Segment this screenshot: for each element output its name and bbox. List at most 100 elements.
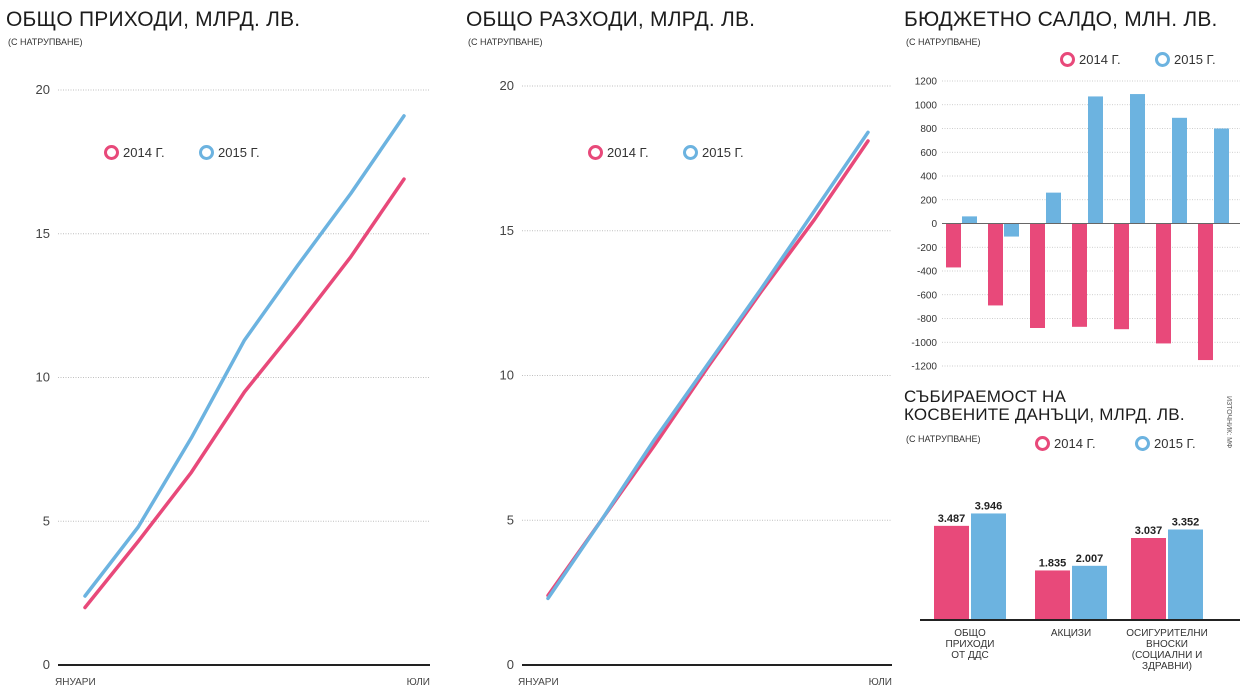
legend-marker-2015-icon	[1155, 52, 1170, 67]
bar-2014	[1035, 570, 1070, 620]
legend-label: 2014 Г.	[607, 145, 649, 160]
legend-marker-2014-icon	[104, 145, 119, 160]
taxes-legend-2015: 2015 Г.	[1135, 436, 1196, 451]
revenue-legend-2015: 2015 Г.	[199, 145, 260, 160]
data-label: 3.487	[938, 513, 966, 525]
y-tick-label: 200	[920, 195, 937, 206]
bar-2015	[962, 216, 977, 224]
budget-balance-bar-chart: 1200 1000 800 600 400 200 0 -200 -400 -600 -800 -10…	[911, 77, 1240, 373]
category-label: (СОЦИАЛНИ И	[1132, 650, 1203, 661]
y-tick-label: 1000	[915, 100, 938, 111]
y-tick-label: 400	[920, 172, 937, 183]
bar-2014	[946, 223, 961, 268]
legend-label: 2015 Г.	[1174, 52, 1216, 67]
y-tick-label: 800	[920, 124, 937, 135]
bar-2014	[1072, 223, 1087, 327]
data-label: 3.037	[1135, 525, 1163, 537]
legend-marker-2014-icon	[588, 145, 603, 160]
expenditure-chart-subtitle: (С НАТРУПВАНЕ)	[468, 37, 543, 47]
y-tick-label: 5	[43, 513, 50, 528]
bar-2015	[1214, 128, 1229, 224]
bar-2015	[1004, 223, 1019, 237]
legend-marker-2015-icon	[199, 145, 214, 160]
legend-label: 2015 Г.	[1154, 436, 1196, 451]
bar-2014	[1030, 223, 1045, 328]
y-tick-label: 15	[500, 223, 514, 238]
expenditure-legend-2014: 2014 Г.	[588, 145, 649, 160]
budget-balance-subtitle: (С НАТРУПВАНЕ)	[906, 37, 981, 47]
legend-label: 2015 Г.	[218, 145, 260, 160]
y-tick-label: -1200	[911, 362, 937, 373]
indirect-taxes-bar-chart: 3.487 1.835 3.037 3.946 2.007 3.352 ОБЩОПРИХОД…	[920, 500, 1240, 672]
bar-2015	[1046, 192, 1061, 224]
bar-2014	[988, 223, 1003, 306]
bar-2014	[1131, 538, 1166, 620]
y-tick-label: -600	[917, 290, 937, 301]
bar-2014	[934, 525, 969, 620]
y-tick-label: 0	[507, 657, 514, 672]
revenue-legend-2014: 2014 Г.	[104, 145, 165, 160]
legend-label: 2014 Г.	[1054, 436, 1096, 451]
revenue-line-chart: 0 5 10 15 20 ЯНУАРИ ЮЛИ	[36, 82, 430, 688]
bar-2015	[1130, 94, 1145, 224]
category-label: ВНОСКИ	[1146, 639, 1188, 650]
expenditure-chart-title: ОБЩО РАЗХОДИ, МЛРД. ЛВ.	[466, 8, 756, 31]
y-tick-label: -200	[917, 243, 937, 254]
taxes-legend-2014: 2014 Г.	[1035, 436, 1096, 451]
category-label: ОСИГУРИТЕЛНИ	[1126, 628, 1208, 639]
y-tick-label: 20	[36, 82, 50, 97]
x-tick-label: ЯНУАРИ	[518, 677, 559, 688]
y-tick-label: 1200	[915, 77, 938, 88]
bar-2014	[1114, 223, 1129, 330]
y-tick-label: 5	[507, 512, 514, 527]
x-tick-label: ЮЛИ	[407, 677, 430, 688]
y-tick-label: 10	[36, 370, 50, 385]
indirect-taxes-title-line-1: СЪБИРАЕМОСТ НА	[904, 387, 1067, 406]
legend-marker-2014-icon	[1060, 52, 1075, 67]
bar-2015	[1168, 529, 1203, 620]
category-label: ОТ ДДС	[951, 650, 988, 661]
legend-marker-2015-icon	[1135, 436, 1150, 451]
series-line-2015	[83, 114, 406, 598]
x-tick-label: ЯНУАРИ	[55, 677, 96, 688]
data-label: 2.007	[1076, 553, 1104, 565]
y-tick-label: -400	[917, 267, 937, 278]
expenditure-line-chart: 0 5 10 15 20 ЯНУАРИ ЮЛИ	[500, 78, 892, 688]
y-tick-label: 15	[36, 226, 50, 241]
data-label: 1.835	[1039, 557, 1067, 569]
indirect-taxes-title-line-2: КОСВЕНИТЕ ДАНЪЦИ, МЛРД. ЛВ.	[904, 405, 1185, 424]
balance-legend-2014: 2014 Г.	[1060, 52, 1121, 67]
revenue-chart-subtitle: (С НАТРУПВАНЕ)	[8, 37, 83, 47]
legend-marker-2014-icon	[1035, 436, 1050, 451]
y-tick-label: 20	[500, 78, 514, 93]
series-line-2015	[546, 130, 870, 601]
bar-2014	[1156, 223, 1171, 344]
category-label: ОБЩО	[954, 628, 986, 639]
bar-2014	[1198, 223, 1213, 361]
data-label: 3.946	[975, 500, 1003, 512]
source-note: ИЗТОЧНИК: МФ	[1225, 396, 1232, 449]
category-label: АКЦИЗИ	[1051, 628, 1091, 639]
revenue-chart-title: ОБЩО ПРИХОДИ, МЛРД. ЛВ.	[6, 8, 301, 31]
legend-marker-2015-icon	[683, 145, 698, 160]
bar-2015	[1088, 96, 1103, 224]
y-tick-label: 0	[43, 657, 50, 672]
y-tick-label: 0	[931, 219, 937, 230]
legend-label: 2014 Г.	[1079, 52, 1121, 67]
indirect-taxes-subtitle: (С НАТРУПВАНЕ)	[906, 434, 981, 444]
expenditure-legend-2015: 2015 Г.	[683, 145, 744, 160]
category-label: ЗДРАВНИ)	[1142, 661, 1192, 672]
balance-legend-2015: 2015 Г.	[1155, 52, 1216, 67]
x-tick-label: ЮЛИ	[869, 677, 892, 688]
y-tick-label: -800	[917, 314, 937, 325]
legend-label: 2015 Г.	[702, 145, 744, 160]
indirect-taxes-title: СЪБИРАЕМОСТ НА КОСВЕНИТЕ ДАНЪЦИ, МЛРД. Л…	[904, 388, 1185, 424]
series-line-2014	[83, 177, 406, 610]
y-tick-label: -1000	[911, 338, 937, 349]
bar-2015	[1172, 117, 1187, 224]
y-tick-label: 600	[920, 148, 937, 159]
bar-2015	[1072, 565, 1107, 620]
data-label: 3.352	[1172, 516, 1200, 528]
bar-2015	[971, 513, 1006, 620]
category-label: ПРИХОДИ	[946, 639, 995, 650]
